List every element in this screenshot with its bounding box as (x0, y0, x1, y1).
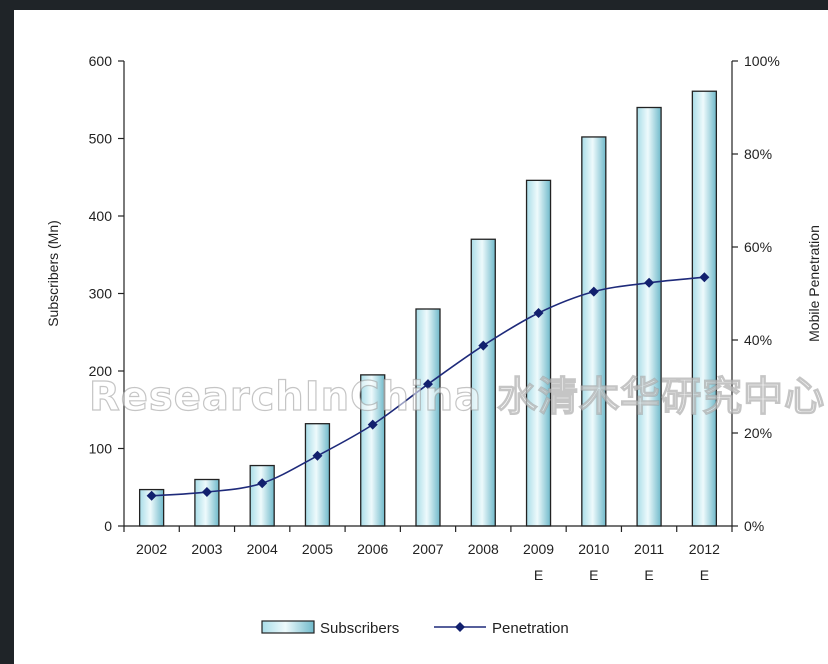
bar-7 (525, 179, 552, 527)
bar-1 (194, 478, 220, 527)
x-tick-label-7: 2009 E (523, 541, 554, 583)
bar-6 (470, 238, 496, 527)
penetration-point-2 (257, 478, 268, 489)
x-tick-label-3: 2005 (302, 541, 333, 557)
legend-subscribers-swatch (261, 620, 315, 634)
penetration-point-0 (146, 490, 157, 501)
x-tick-label-4: 2006 (357, 541, 388, 557)
left-tick-label-3: 300 (89, 286, 113, 302)
penetration-point-9 (644, 277, 655, 288)
chart-card: ResearchInChina 水清木华研究中心 0 100 200 300 400 50… (14, 10, 828, 664)
bar-4 (360, 374, 386, 527)
right-tick-label-0: 0% (744, 518, 764, 534)
legend-penetration-label: Penetration (492, 620, 569, 637)
x-tick-label-9: 2011 E (634, 541, 664, 583)
x-tick-label-1: 2003 (191, 541, 222, 557)
left-tick-label-4: 400 (89, 208, 113, 224)
left-tick-label-0: 0 (104, 518, 112, 534)
penetration-line-layer (146, 272, 710, 501)
right-tick-label-4: 80% (744, 146, 772, 162)
right-tick-label-3: 60% (744, 239, 772, 255)
subscribers-penetration-chart: ResearchInChina 水清木华研究中心 0 100 200 300 400 50… (45, 53, 825, 637)
right-tick-label-5: 100% (744, 53, 780, 69)
legend: Subscribers Penetration (261, 620, 569, 637)
x-tick-label-10: 2012 E (689, 541, 720, 583)
left-tick-label-1: 100 (89, 441, 113, 457)
x-tick-label-5: 2007 (412, 541, 443, 557)
left-tick-label-6: 600 (89, 53, 113, 69)
right-tick-label-1: 20% (744, 425, 772, 441)
left-tick-label-5: 500 (89, 131, 113, 147)
penetration-point-7 (533, 308, 544, 319)
bar-10 (691, 90, 718, 527)
x-tick-label-8: 2010 E (578, 541, 609, 583)
axes-layer (118, 60, 738, 532)
penetration-point-3 (312, 450, 323, 461)
penetration-point-5 (423, 379, 433, 390)
bars-layer (138, 90, 718, 527)
legend-subscribers-label: Subscribers (320, 620, 399, 637)
bar-8 (581, 136, 607, 527)
penetration-point-1 (201, 487, 212, 498)
left-tick-label-2: 200 (89, 363, 113, 379)
penetration-point-8 (588, 286, 599, 297)
watermark-text: ResearchInChina 水清木华研究中心 (89, 374, 825, 420)
bar-9 (636, 106, 662, 527)
penetration-point-10 (699, 272, 710, 283)
legend-penetration-marker (455, 622, 465, 632)
right-tick-label-2: 40% (744, 332, 772, 348)
y-axis-title: Subscribers (Mn) (45, 220, 61, 327)
bar-3 (304, 423, 331, 527)
penetration-point-6 (478, 340, 489, 351)
bar-2 (249, 464, 275, 527)
labels-layer: 0 100 200 300 400 500 600 0% 20% 40% 60% 80% 100% 200… (45, 53, 822, 583)
x-tick-label-2: 2004 (247, 541, 278, 557)
penetration-point-4 (367, 419, 378, 430)
x-tick-label-0: 2002 (136, 541, 167, 557)
x-tick-label-6: 2008 (468, 541, 499, 557)
y2-axis-title: Mobile Penetration (806, 225, 822, 342)
